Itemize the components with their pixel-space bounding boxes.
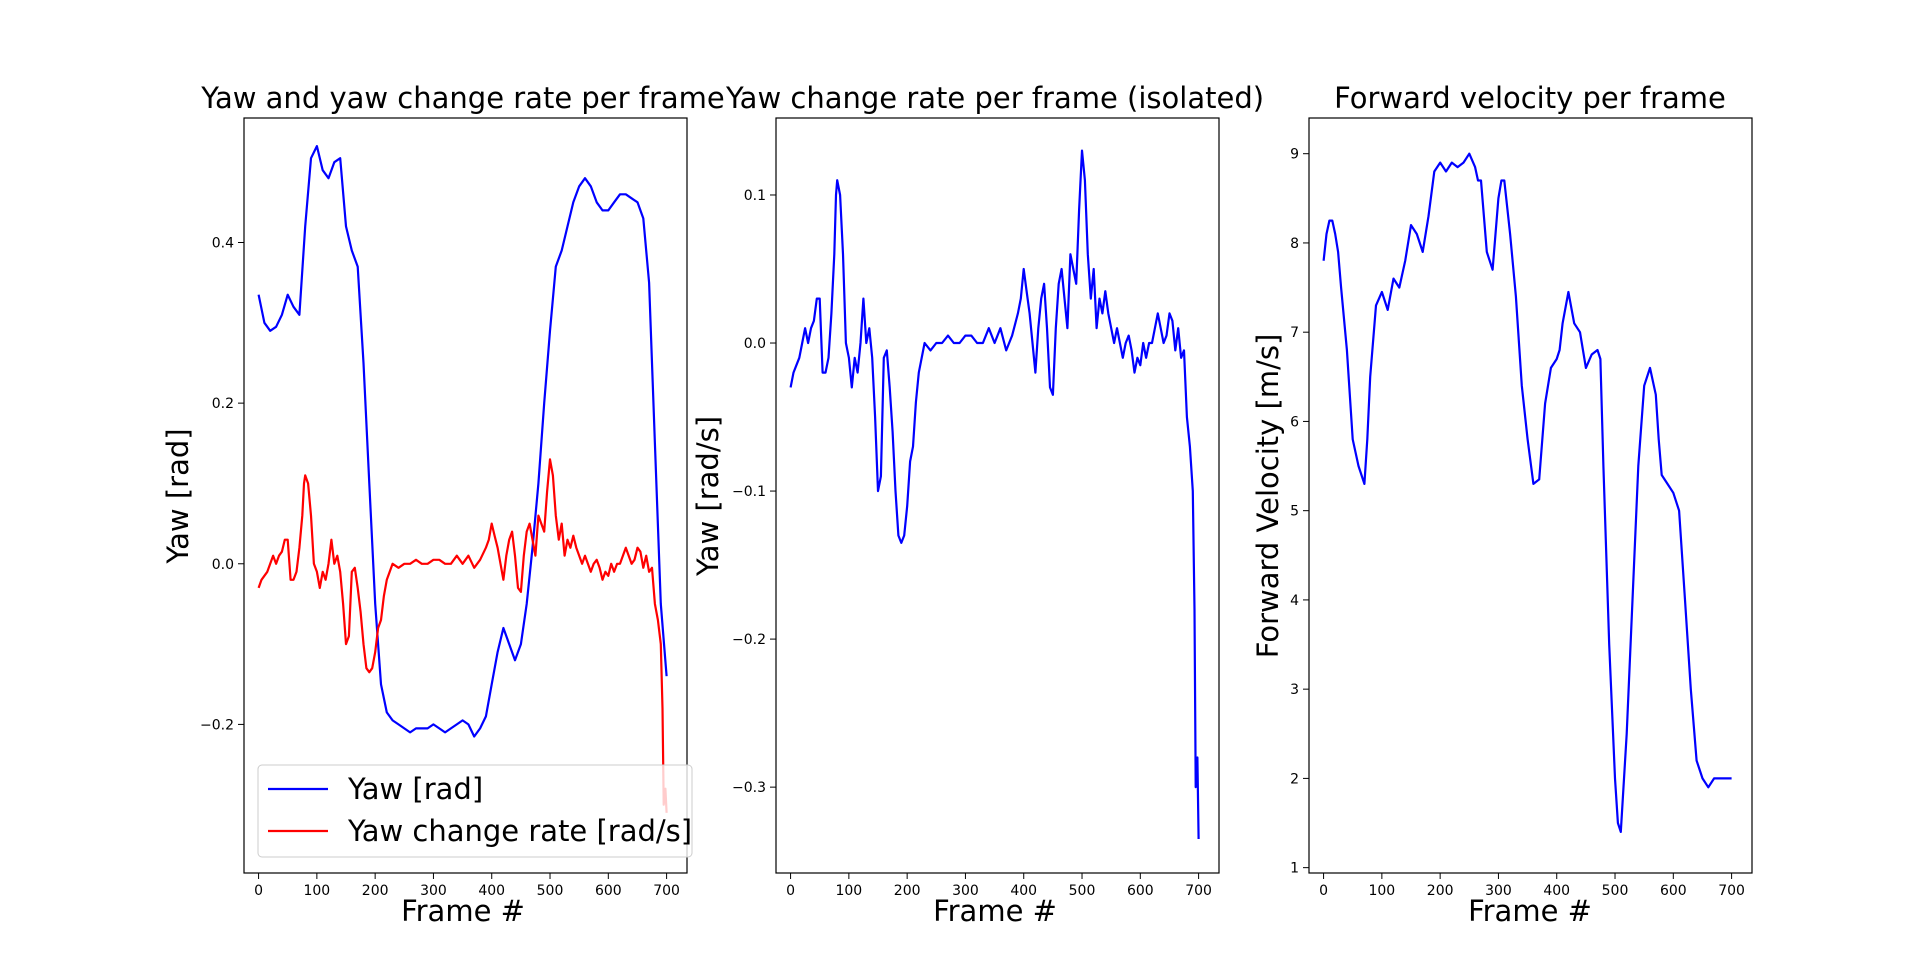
series-line-2 [257, 458, 668, 813]
panel-yaw-and-rate: Yaw and yaw change rate per frame Frame … [161, 81, 725, 928]
series-line-1 [1322, 152, 1732, 834]
legend-label-yaw: Yaw [rad] [347, 772, 483, 806]
x-tick-label: 200 [1427, 883, 1454, 899]
x-tick-label: 600 [1127, 883, 1154, 899]
y-axis-label: Yaw [rad/s] [691, 416, 725, 577]
x-tick-label: 200 [894, 883, 921, 899]
y-tick-label: 0.0 [212, 557, 234, 573]
x-tick-label: 300 [420, 883, 447, 899]
series-line-1 [257, 145, 668, 738]
x-tick-label: 500 [537, 883, 564, 899]
series-line-1 [789, 149, 1200, 840]
x-tick-label: 0 [254, 883, 263, 899]
y-tick-label: −0.2 [200, 717, 234, 733]
y-tick-label: −0.2 [732, 632, 766, 648]
y-tick-label: −0.1 [732, 484, 766, 500]
x-tick-label: 300 [1485, 883, 1512, 899]
tick-layer: 0 100 200 300 400 500 600 700 −0.3 −0.2 −0.1 0.0 0.1 [732, 188, 1212, 899]
x-tick-label: 0 [786, 883, 795, 899]
y-tick-label: 0.2 [212, 396, 234, 412]
axes-frame [1308, 117, 1753, 874]
x-axis-label: Frame # [401, 894, 525, 928]
y-tick-label: 6 [1290, 414, 1299, 430]
axes-frame [775, 117, 1220, 874]
tick-layer: 0 100 200 300 400 500 600 700 1 2 3 4 5 6 7 8 9 [1290, 147, 1745, 899]
y-tick-label: 0.1 [744, 188, 766, 204]
x-axis-label: Frame # [1468, 894, 1592, 928]
x-tick-label: 400 [478, 883, 505, 899]
y-tick-label: 7 [1290, 325, 1299, 341]
x-tick-label: 500 [1602, 883, 1629, 899]
y-tick-label: 8 [1290, 236, 1299, 252]
plot-area [257, 145, 668, 813]
chart-title: Yaw change rate per frame (isolated) [725, 81, 1264, 115]
y-tick-label: 4 [1290, 593, 1299, 609]
y-tick-label: 3 [1290, 682, 1299, 698]
y-tick-label: 9 [1290, 147, 1299, 163]
y-axis-label: Yaw [rad] [161, 428, 195, 564]
plot-area [789, 149, 1200, 840]
y-tick-label: −0.3 [732, 780, 766, 796]
legend: Yaw [rad] Yaw change rate [rad/s] [257, 764, 693, 858]
x-tick-label: 700 [1185, 883, 1212, 899]
axes-frame [243, 117, 688, 874]
chart-title: Yaw and yaw change rate per frame [200, 81, 725, 115]
legend-box [257, 764, 693, 858]
x-tick-label: 400 [1543, 883, 1570, 899]
y-tick-label: 0.4 [212, 235, 234, 251]
x-tick-label: 700 [653, 883, 680, 899]
x-tick-label: 100 [303, 883, 330, 899]
y-axis-label: Forward Velocity [m/s] [1251, 334, 1285, 659]
legend-label-rate: Yaw change rate [rad/s] [347, 814, 692, 848]
x-tick-label: 500 [1069, 883, 1096, 899]
y-tick-label: 5 [1290, 504, 1299, 520]
x-tick-label: 400 [1010, 883, 1037, 899]
panel-forward-velocity: Forward velocity per frame Frame # Forwa… [1251, 81, 1753, 928]
x-tick-label: 200 [362, 883, 389, 899]
panel-yaw-rate-isolated: Yaw change rate per frame (isolated) Fra… [691, 81, 1264, 928]
chart-title: Forward velocity per frame [1334, 81, 1726, 115]
x-tick-label: 600 [595, 883, 622, 899]
x-tick-label: 600 [1660, 883, 1687, 899]
x-tick-label: 300 [952, 883, 979, 899]
x-tick-label: 100 [1368, 883, 1395, 899]
y-tick-label: 2 [1290, 771, 1299, 787]
x-tick-label: 700 [1718, 883, 1745, 899]
y-tick-label: 1 [1290, 861, 1299, 877]
x-tick-label: 100 [835, 883, 862, 899]
plot-area [1322, 152, 1732, 834]
y-tick-label: 0.0 [744, 336, 766, 352]
tick-layer: 0 100 200 300 400 500 600 700 −0.2 0.0 0.2 0.4 [200, 235, 680, 899]
x-tick-label: 0 [1319, 883, 1328, 899]
x-axis-label: Frame # [933, 894, 1057, 928]
